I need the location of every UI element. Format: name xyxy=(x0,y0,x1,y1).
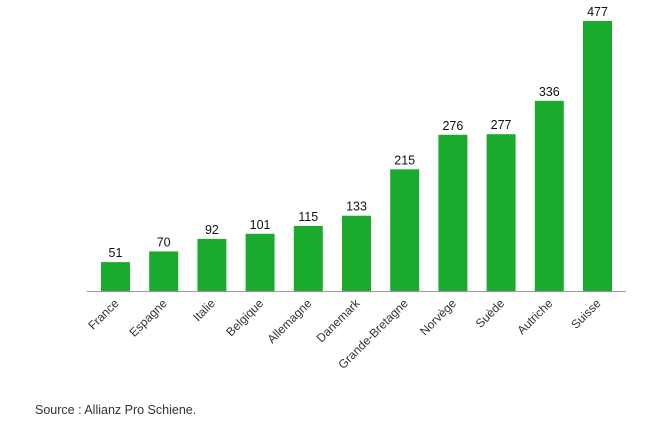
value-label-france: 51 xyxy=(109,246,123,260)
bar-italie xyxy=(197,238,227,291)
tick-label-norvege: Norvège xyxy=(417,296,459,338)
value-label-allemagne: 115 xyxy=(298,210,318,224)
bars-group xyxy=(101,21,612,291)
bar-france xyxy=(101,262,130,291)
bar-autriche xyxy=(534,100,564,291)
bar-norvege xyxy=(438,134,468,291)
bar-grande-bretagne xyxy=(390,169,420,291)
bar-suede xyxy=(486,134,516,291)
tick-label-danemark: Danemark xyxy=(314,296,364,346)
value-label-italie: 92 xyxy=(205,223,219,237)
tick-label-france: France xyxy=(85,296,122,333)
tick-label-belgique: Belgique xyxy=(223,296,266,339)
bar-espagne xyxy=(149,251,179,291)
value-label-espagne: 70 xyxy=(157,235,171,249)
value-label-autriche: 336 xyxy=(539,85,560,99)
bar-allemagne xyxy=(293,225,323,291)
value-labels-group: 51 70 92 101 115 133 215 276 277 336 477 xyxy=(109,5,608,260)
tick-label-italie: Italie xyxy=(190,296,218,324)
value-label-suisse: 477 xyxy=(587,5,608,19)
value-label-danemark: 133 xyxy=(346,200,367,214)
value-label-norvege: 276 xyxy=(442,119,463,133)
tick-label-suisse: Suisse xyxy=(568,296,604,332)
bar-danemark xyxy=(342,215,371,291)
value-label-belgique: 101 xyxy=(250,218,271,232)
source-note: Source : Allianz Pro Schiene. xyxy=(35,403,197,417)
bar-belgique xyxy=(245,233,275,291)
tick-label-allemagne: Allemagne xyxy=(264,296,314,346)
value-label-grande-bretagne: 215 xyxy=(394,153,415,167)
bar-suisse xyxy=(583,21,612,291)
tick-label-espagne: Espagne xyxy=(126,296,170,340)
value-label-suede: 277 xyxy=(491,118,512,132)
tick-label-suede: Suède xyxy=(473,296,508,331)
tick-label-autriche: Autriche xyxy=(514,296,555,337)
